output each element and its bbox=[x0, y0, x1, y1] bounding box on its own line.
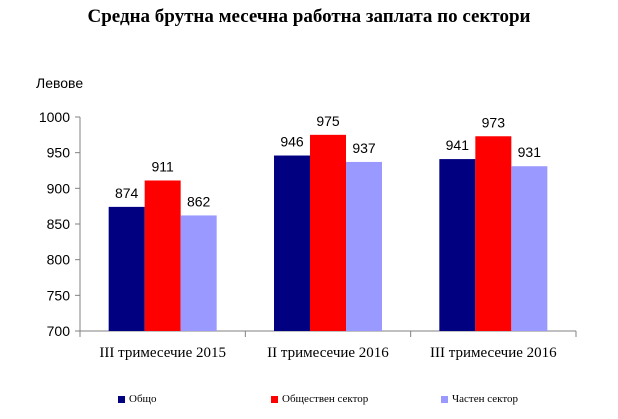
bar bbox=[274, 155, 310, 331]
legend-label-private: Частен сектор bbox=[452, 393, 518, 405]
bar bbox=[180, 215, 217, 331]
data-label: 931 bbox=[518, 144, 542, 160]
data-label: 937 bbox=[352, 140, 376, 156]
data-label: 941 bbox=[446, 137, 470, 153]
y-tick-label: 850 bbox=[47, 216, 71, 232]
legend-item-public: Обществен сектор bbox=[271, 393, 368, 405]
y-tick-label: 750 bbox=[47, 287, 71, 303]
legend-item-total: Общо bbox=[118, 393, 157, 405]
legend-swatch-total bbox=[118, 395, 125, 403]
y-tick-label: 800 bbox=[47, 252, 71, 268]
legend: Общо Обществен сектор Частен сектор bbox=[0, 393, 618, 409]
y-tick-label: 1000 bbox=[39, 109, 70, 125]
y-tick-label: 900 bbox=[47, 180, 71, 196]
data-label: 975 bbox=[316, 113, 340, 129]
bar bbox=[511, 166, 548, 331]
y-tick-label: 700 bbox=[47, 323, 71, 339]
data-label: 874 bbox=[115, 185, 139, 201]
legend-label-total: Общо bbox=[129, 393, 157, 405]
legend-swatch-public bbox=[271, 395, 278, 403]
bar bbox=[144, 180, 181, 331]
legend-item-private: Частен сектор bbox=[441, 393, 518, 405]
data-label: 973 bbox=[482, 114, 506, 130]
x-tick-label: II тримесечие 2016 bbox=[267, 345, 389, 361]
bar bbox=[108, 206, 145, 331]
x-tick-label: III тримесечие 2016 bbox=[430, 345, 557, 361]
legend-label-public: Обществен сектор bbox=[282, 393, 369, 405]
data-label: 946 bbox=[280, 134, 304, 150]
y-axis-label: Левове bbox=[36, 75, 84, 91]
data-label: 862 bbox=[187, 193, 211, 209]
bar bbox=[439, 159, 476, 331]
bar bbox=[346, 161, 382, 331]
bar-chart: 700 750 800 850 900 950 1000 874 911 862 III триме… bbox=[39, 109, 577, 361]
legend-swatch-private bbox=[441, 395, 448, 403]
bar bbox=[475, 136, 512, 331]
x-tick-label: III тримесечие 2015 bbox=[99, 345, 226, 361]
bar bbox=[310, 134, 346, 331]
y-tick-label: 950 bbox=[47, 145, 71, 161]
data-label: 911 bbox=[152, 158, 175, 174]
chart-title: Средна брутна месечна работна заплата по… bbox=[87, 6, 531, 27]
